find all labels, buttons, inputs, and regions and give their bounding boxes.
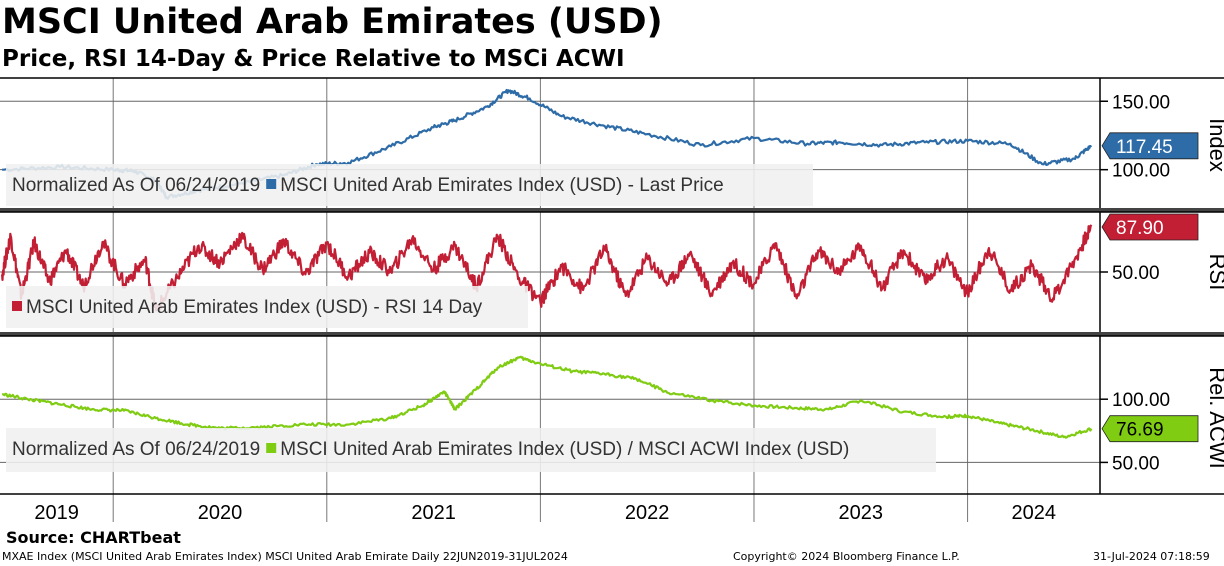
source-label: Source: CHARTbeat [6,528,181,547]
legend-box [6,164,813,206]
x-tick-label: 2019 [34,502,79,524]
last-value-label: 76.69 [1116,420,1164,441]
axis-title: Rel. ACWI [1205,367,1224,468]
x-tick-label: 2021 [411,502,456,524]
chart-title: MSCI United Arab Emirates (USD) [2,2,663,42]
legend-label: MSCI United Arab Emirates Index (USD) / … [280,439,849,460]
legend-swatch [266,179,277,189]
last-value-badge [1101,415,1199,443]
legend-layer: Normalized As Of 06/24/2019 MSCI United A… [6,164,936,472]
x-tick-label: 2022 [625,502,670,524]
legend-prefix: Normalized As Of 06/24/2019 [12,175,260,196]
ticker-info: MXAE Index (MSCI United Arab Emirates In… [2,550,568,563]
series-layer [1,88,1093,439]
y-tick-label: 100.00 [1112,161,1170,182]
legend-swatch [266,443,277,453]
last-value-label: 87.90 [1116,218,1164,239]
y-tick-label: 150.00 [1112,92,1170,113]
y-tick-label: 50.00 [1112,453,1160,474]
axis-title: RSI [1205,254,1224,291]
chart-subtitle: Price, RSI 14-Day & Price Relative to MS… [2,46,625,72]
legend-label: MSCI United Arab Emirates Index (USD) - … [26,297,483,318]
panel-separator [0,208,1224,212]
last-value-label: 117.45 [1116,137,1173,158]
copyright-notice: Copyright© 2024 Bloomberg Finance L.P. [733,550,960,563]
legend-box [6,286,528,328]
legend-label: MSCI United Arab Emirates Index (USD) - … [280,175,723,196]
legend-prefix: Normalized As Of 06/24/2019 [12,439,260,460]
legend-box [6,428,936,472]
axis-title: Index [1205,118,1224,172]
relative-series-line [1,355,1093,439]
y-tick-label: 50.00 [1112,263,1160,284]
timestamp: 31-Jul-2024 07:18:59 [1093,550,1210,563]
x-tick-label: 2023 [839,502,884,524]
last-value-badge [1101,132,1199,160]
x-tick-label: 2020 [198,502,243,524]
last-value-badge [1101,213,1199,241]
legend-swatch [12,301,22,311]
axis-layer: 100.00 150.00 117.45 Index 50.00 87.90 RSI 50.0… [34,92,1224,524]
x-tick-label: 2024 [1012,502,1057,524]
panel-separator [0,332,1224,336]
y-tick-label: 100.00 [1112,390,1170,411]
rsi-series-line [1,224,1093,312]
